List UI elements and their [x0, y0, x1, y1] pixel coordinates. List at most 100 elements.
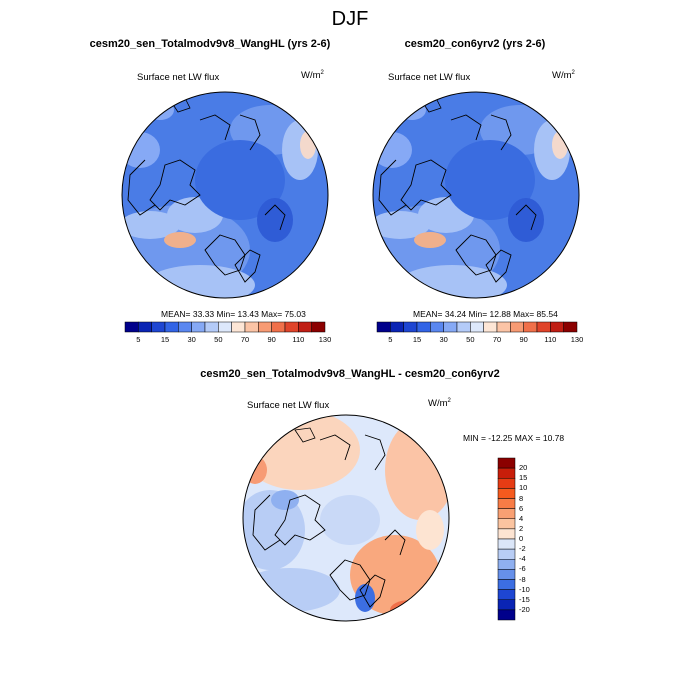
colorbar-1-swatch	[311, 321, 326, 333]
colorbar-diff-label: 4	[519, 513, 524, 523]
colorbar-1-label: 70	[240, 335, 250, 344]
colorbar-diff-swatch	[497, 579, 516, 590]
map-3-field-patch	[390, 600, 430, 620]
colorbar-2-swatch	[456, 321, 471, 333]
map-2-coastline	[490, 114, 512, 151]
colorbar-diff	[497, 457, 516, 621]
map-1-field-patch	[300, 131, 316, 159]
colorbar-2-swatch	[470, 321, 484, 333]
colorbar-diff-label: -4	[519, 554, 526, 564]
colorbar-2-swatch	[430, 321, 444, 333]
colorbar-2-label: 30	[439, 335, 448, 344]
colorbar-1-swatch	[218, 321, 232, 333]
map-2-coastline	[400, 159, 452, 211]
colorbar-diff-swatch	[497, 569, 516, 580]
map-2-coastline	[485, 249, 512, 283]
colorbar-diff-label: -20	[519, 604, 530, 614]
map-2-field-patch	[508, 198, 544, 242]
colorbar-2-swatch	[523, 321, 538, 333]
panel-3-variable: Surface net LW flux	[247, 400, 330, 411]
map-3-coastline	[384, 529, 406, 556]
map-1-field-patch	[146, 100, 174, 120]
colorbar-2-swatch	[376, 321, 391, 333]
colorbar-diff-label: 8	[519, 493, 524, 503]
map-2-coastline	[450, 114, 482, 141]
map-3-field-patch	[320, 495, 380, 545]
panel-3-units-exp: 2	[447, 398, 451, 404]
map-2-coastline	[515, 204, 537, 231]
colorbar-1-label: 5	[136, 335, 141, 344]
colorbar-diff-swatch	[497, 457, 516, 469]
colorbar-diff-swatch	[497, 548, 516, 560]
map-1-coastline	[264, 204, 286, 231]
colorbar-diff-label: -6	[519, 564, 526, 574]
map-2-field-patch	[445, 140, 535, 220]
colorbar-2-label: 15	[412, 335, 422, 344]
colorbar-1-label: 130	[318, 335, 332, 344]
map-2-field-patch	[414, 232, 446, 248]
panel-2-title: cesm20_con6yrv2 (yrs 2-6)	[404, 38, 546, 50]
panel-3-stats: MIN = -12.25 MAX = 10.78	[463, 433, 565, 443]
colorbar-1-swatch	[138, 321, 152, 333]
colorbar-1-swatch	[124, 321, 139, 333]
colorbar-1-swatch	[204, 321, 219, 333]
map-3-field-patch	[385, 420, 449, 520]
map-3-field-patch	[243, 568, 340, 612]
colorbar-diff-label: -8	[519, 574, 526, 584]
map-1-coastline	[234, 249, 261, 283]
map-1-field-patch	[257, 198, 293, 242]
colorbar-2-swatch	[443, 321, 458, 333]
map-3-coastline	[359, 574, 386, 608]
colorbar-diff-swatch	[497, 589, 516, 600]
map-1-coastline	[204, 234, 246, 276]
map-3-coastline	[274, 494, 326, 546]
colorbar-diff-label: -15	[519, 594, 530, 604]
map-2-coastline	[378, 159, 407, 216]
panel-3-title: cesm20_sen_Totalmodv9v8_WangHL - cesm20_…	[200, 368, 500, 380]
colorbar-diff-label: -10	[519, 584, 530, 594]
colorbar-1-swatch	[284, 321, 299, 333]
colorbar-2-label: 70	[492, 335, 502, 344]
map-3-border	[242, 414, 450, 622]
colorbar-diff-label: 10	[519, 483, 528, 493]
map-2	[372, 91, 580, 299]
colorbar-2-swatch	[496, 321, 511, 333]
map-1-field-patch	[195, 140, 285, 220]
map-1-field-patch	[122, 211, 180, 239]
colorbar-1-swatch	[298, 321, 312, 333]
map-2-border	[372, 91, 580, 299]
figure-title: DJF	[331, 8, 369, 30]
map-3-coastline	[294, 427, 316, 443]
colorbar-2-swatch	[416, 321, 431, 333]
map-3-coastline	[364, 434, 386, 471]
colorbar-1-label: 110	[292, 335, 305, 344]
colorbar-2-swatch	[483, 321, 498, 333]
colorbar-diff-swatch	[497, 528, 516, 540]
colorbar-diff-label: 2	[519, 523, 524, 533]
colorbar-1-swatch	[178, 321, 192, 333]
map-2-field-patch	[397, 265, 507, 298]
colorbar-1-label: 30	[187, 335, 196, 344]
panel-1-stats: MEAN= 33.33 Min= 13.43 Max= 75.03	[161, 309, 306, 319]
colorbar-1-swatch	[164, 321, 179, 333]
map-2-coastline	[455, 234, 497, 276]
map-3-coastline	[252, 494, 281, 551]
map-1-field-patch	[164, 232, 196, 248]
colorbar-2-swatch	[403, 321, 418, 333]
panel-2-variable: Surface net LW flux	[388, 72, 471, 83]
map-3-field-patch	[271, 490, 299, 510]
panel-3-units: W/m2	[428, 398, 451, 409]
panel-2-stats: MEAN= 34.24 Min= 12.88 Max= 85.54	[413, 309, 558, 319]
panel-1-units: W/m2	[301, 70, 324, 81]
colorbar-diff-swatch	[497, 467, 516, 479]
colorbar-2-label: 90	[519, 335, 528, 344]
map-3-coastline	[319, 434, 351, 461]
colorbar-diff-swatch	[497, 609, 516, 621]
colorbar-2-label: 5	[388, 335, 393, 344]
colorbar-2-swatch	[536, 321, 551, 333]
colorbar-1-swatch	[244, 321, 259, 333]
colorbar-1-swatch	[231, 321, 246, 333]
panel-1-variable: Surface net LW flux	[137, 72, 220, 83]
colorbar-2-label: 130	[570, 335, 584, 344]
